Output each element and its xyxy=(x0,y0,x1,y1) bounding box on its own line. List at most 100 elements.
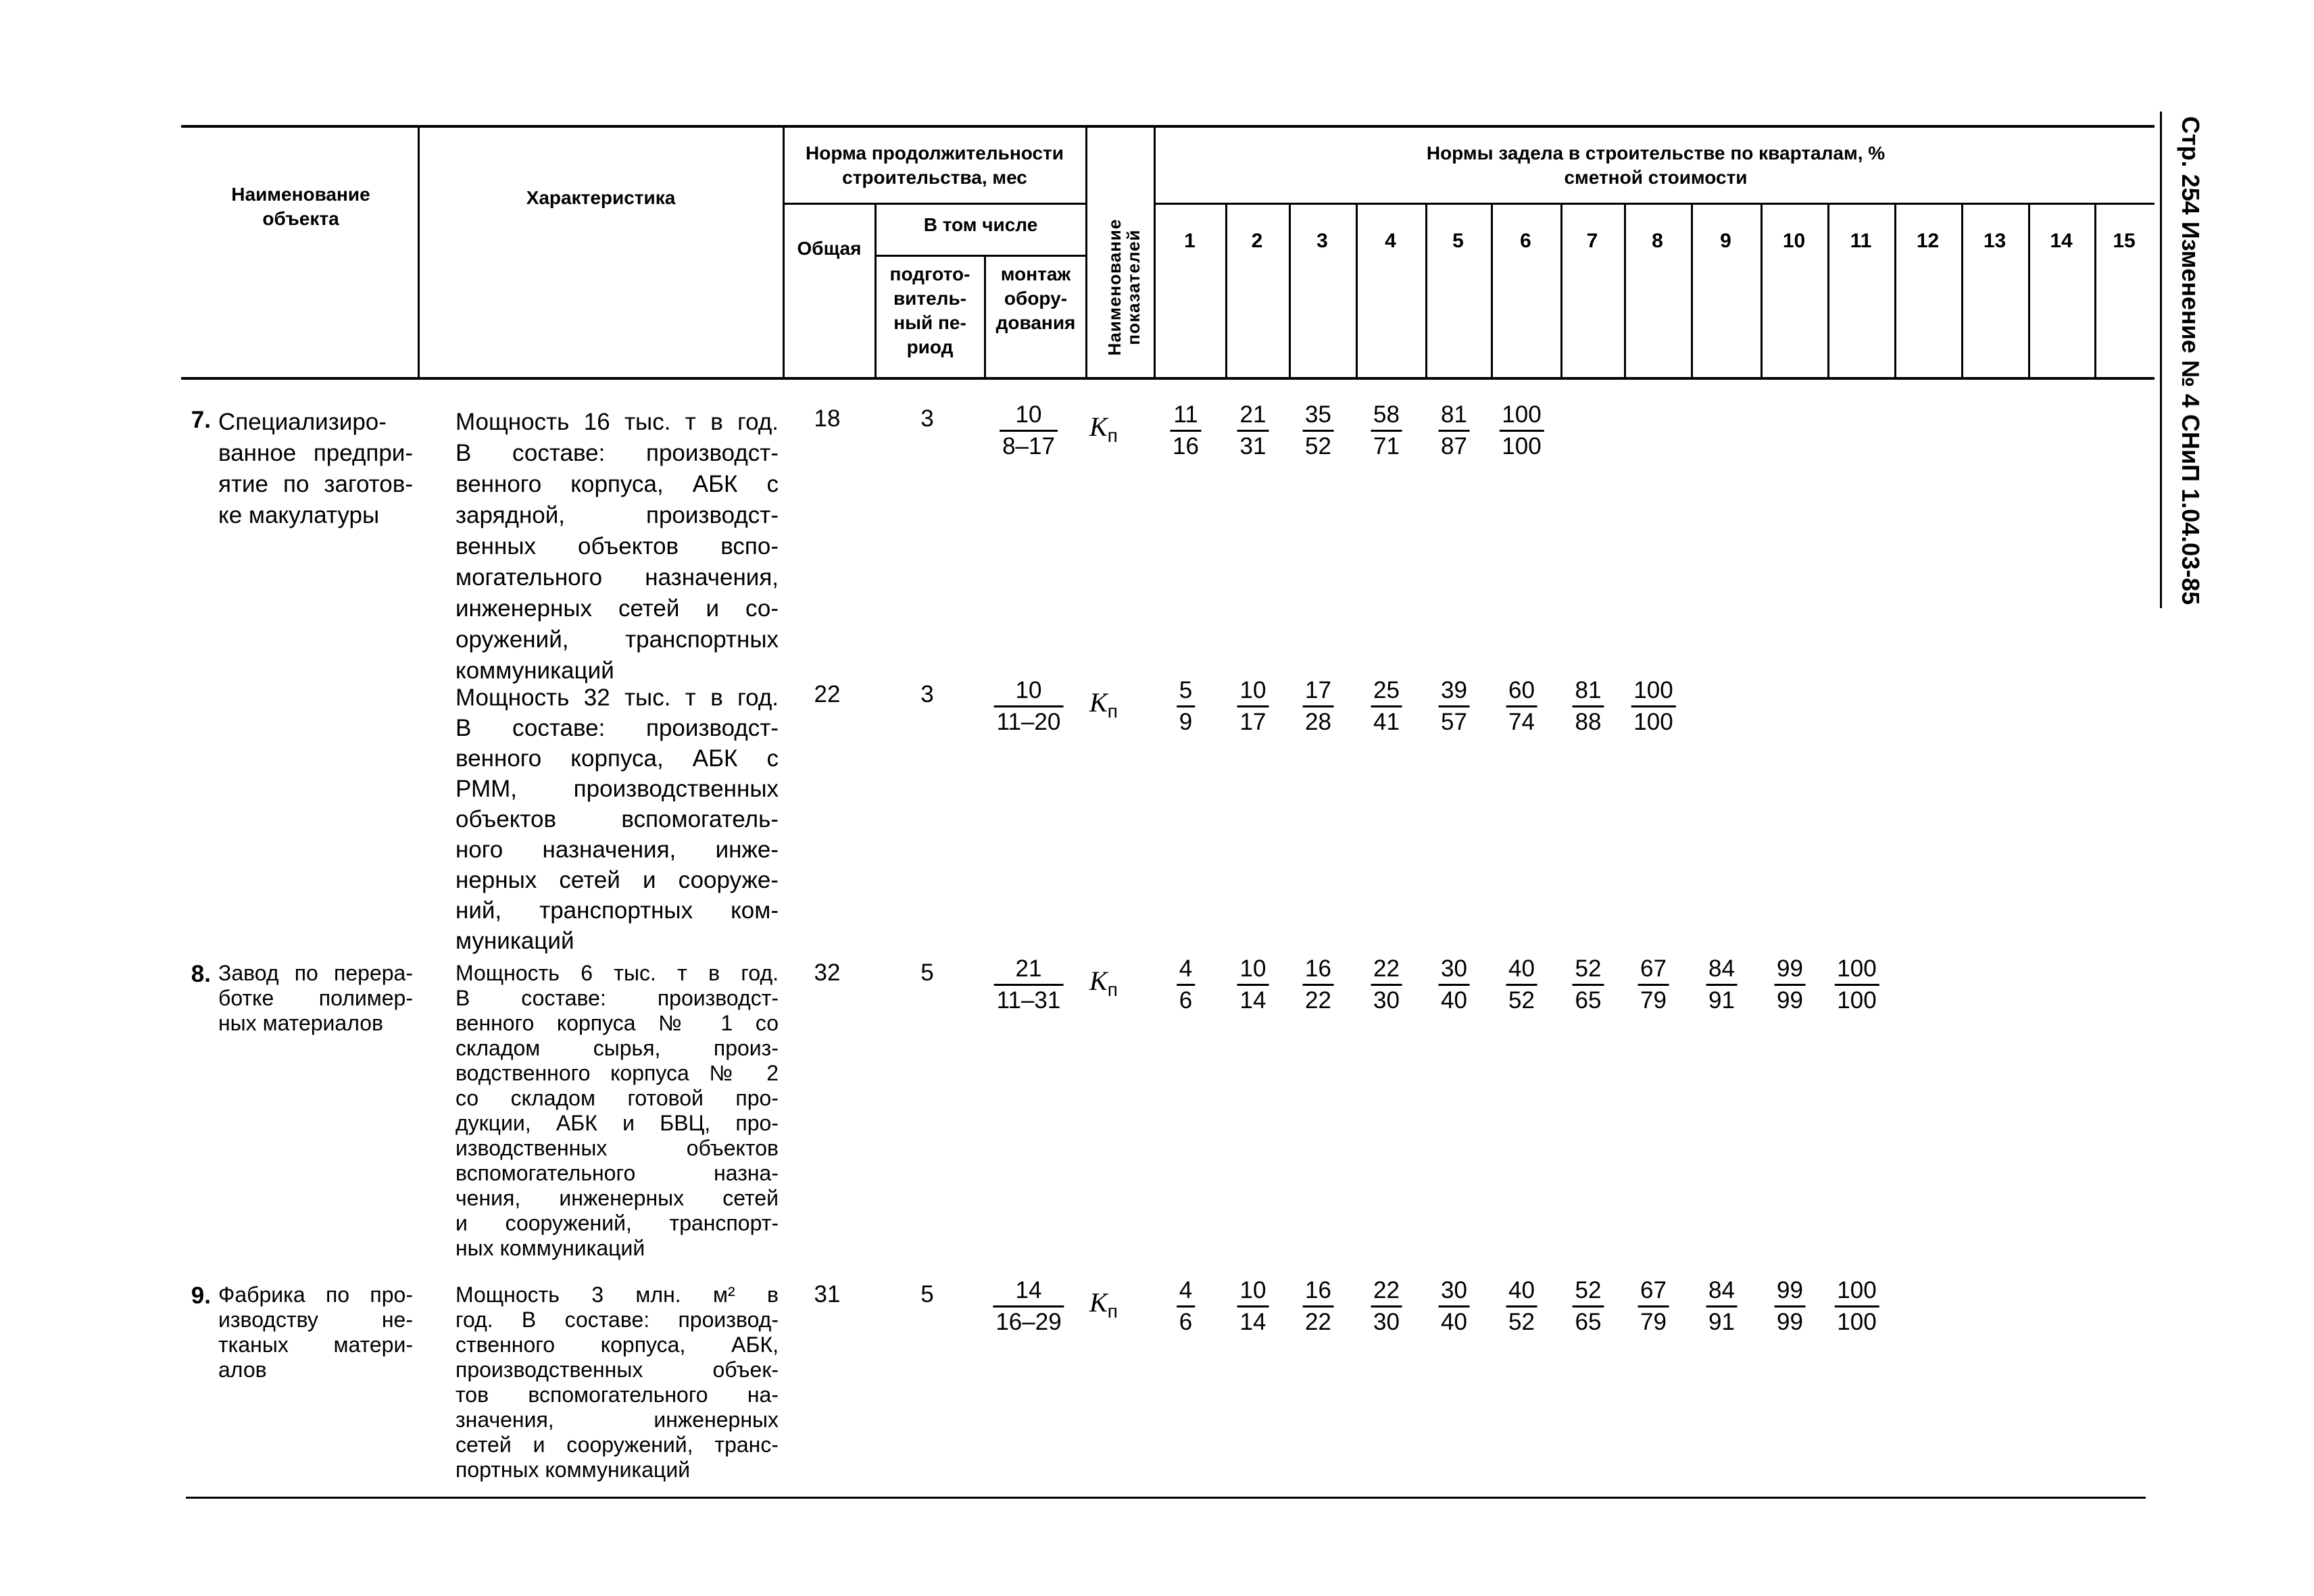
header-total: Общая xyxy=(797,238,862,259)
header-line: риод xyxy=(906,336,954,357)
denominator: 28 xyxy=(1305,709,1331,735)
text-line: чения, инженерных сетей xyxy=(456,1186,779,1210)
header-line: ный пе- xyxy=(893,312,966,333)
mounting-duration-fraction: 10 8–17 xyxy=(1000,400,1058,462)
text-line: венных объектов вспо- xyxy=(456,533,779,559)
divider xyxy=(418,126,420,378)
denominator: 6 xyxy=(1179,987,1193,1014)
text-line: ственного корпуса, АБК, xyxy=(456,1332,779,1357)
divider xyxy=(2028,203,2030,378)
text-line: дукции, АБК и БВЦ, про- xyxy=(456,1111,779,1135)
divider xyxy=(1289,203,1291,378)
numerator: 99 xyxy=(1774,954,1806,986)
total-duration: 22 xyxy=(814,681,841,707)
denominator: 65 xyxy=(1575,987,1602,1014)
quarter-header: 14 xyxy=(2050,230,2073,252)
denominator: 14 xyxy=(1239,987,1266,1014)
prep-period: 5 xyxy=(920,959,934,986)
divider xyxy=(1624,203,1626,378)
numerator: 35 xyxy=(1302,400,1334,432)
denominator: 87 xyxy=(1441,433,1467,459)
text-line: алов xyxy=(218,1357,267,1382)
quarter-fraction: 67 79 xyxy=(1638,954,1669,1016)
indicator-subscript: п xyxy=(1107,701,1118,722)
text-line: Мощность 6 тыс. т в год. xyxy=(456,961,779,985)
text-line: муникаций xyxy=(456,928,574,954)
numerator: 40 xyxy=(1506,954,1537,986)
text-line: и сооружений, транспорт- xyxy=(456,1211,779,1235)
text-line: Завод по перера- xyxy=(218,961,413,985)
object-name: Фабрика по про-изводству не-тканых матер… xyxy=(218,1282,413,1382)
numerator: 100 xyxy=(1834,1276,1879,1307)
table-bottom-rule xyxy=(186,1497,2146,1499)
numerator: 21 xyxy=(1237,400,1269,432)
header-bottom-rule xyxy=(181,377,2155,380)
quarters-subrule xyxy=(1154,203,2155,205)
header-line: подгото- xyxy=(889,264,970,284)
text-line: РММ, производственных xyxy=(456,776,779,802)
header-line: дования xyxy=(995,312,1076,333)
denominator: 11–20 xyxy=(996,709,1061,735)
text-line: В составе: производст- xyxy=(456,715,779,741)
total-duration: 31 xyxy=(814,1281,841,1307)
text-line: В составе: производст- xyxy=(456,440,779,466)
numerator: 21 xyxy=(993,954,1064,986)
indicator-k-p: Kп xyxy=(1089,965,1118,1001)
quarter-fraction: 100 100 xyxy=(1834,1276,1879,1337)
text-line: ятие по заготов- xyxy=(218,471,413,497)
total-duration: 32 xyxy=(814,959,841,986)
numerator: 100 xyxy=(1499,400,1544,432)
quarter-header: 6 xyxy=(1520,230,1531,252)
denominator: 100 xyxy=(1633,709,1673,735)
quarter-fraction: 30 40 xyxy=(1438,954,1470,1016)
text-line: Фабрика по про- xyxy=(218,1282,413,1307)
numerator: 84 xyxy=(1706,1276,1738,1307)
numerator: 30 xyxy=(1438,1276,1470,1307)
denominator: 9 xyxy=(1179,709,1193,735)
numerator: 16 xyxy=(1302,954,1334,986)
text-line: ного назначения, инже- xyxy=(456,837,779,863)
quarter-header: 4 xyxy=(1385,230,1396,252)
text-line: могательного назначения, xyxy=(456,564,779,591)
denominator: 100 xyxy=(1837,1309,1877,1335)
quarter-fraction: 58 71 xyxy=(1371,400,1402,462)
quarter-fraction: 22 30 xyxy=(1371,1276,1402,1337)
row-number: 8. xyxy=(191,961,211,987)
row-number: 9. xyxy=(191,1282,211,1309)
quarter-fraction: 81 87 xyxy=(1438,400,1470,462)
denominator: 16 xyxy=(1173,433,1199,459)
mounting-duration-fraction: 10 11–20 xyxy=(993,676,1064,737)
quarter-header: 10 xyxy=(1782,230,1806,252)
text-line: ботке полимер- xyxy=(218,986,413,1010)
quarter-fraction: 16 22 xyxy=(1302,954,1334,1016)
header-indicator-name: Наименование показателей xyxy=(1104,203,1146,372)
quarter-fraction: 81 88 xyxy=(1572,676,1604,737)
quarter-fraction: 21 31 xyxy=(1237,400,1269,462)
denominator: 41 xyxy=(1373,709,1400,735)
divider xyxy=(2094,203,2096,378)
header-object-name: Наименование объекта xyxy=(231,184,370,229)
text-line: изводству не- xyxy=(218,1307,413,1332)
text-line: производственных объек- xyxy=(456,1357,779,1382)
text-line: ний, транспортных ком- xyxy=(456,897,779,924)
denominator: 22 xyxy=(1305,1309,1331,1335)
quarter-fraction: 25 41 xyxy=(1371,676,1402,737)
numerator: 11 xyxy=(1170,400,1202,432)
indicator-k-p: Kп xyxy=(1089,1287,1118,1322)
indicator-subscript: п xyxy=(1107,979,1118,1000)
numerator: 100 xyxy=(1834,954,1879,986)
indicator-symbol: K xyxy=(1089,412,1108,442)
quarter-fraction: 30 40 xyxy=(1438,1276,1470,1337)
side-title-rule xyxy=(2160,111,2162,608)
text-line: ванное предпри- xyxy=(218,440,413,466)
divider xyxy=(984,255,986,378)
denominator: 91 xyxy=(1708,987,1735,1014)
quarter-header: 2 xyxy=(1251,230,1263,252)
denominator: 31 xyxy=(1239,433,1266,459)
text-line: тканых матери- xyxy=(218,1332,413,1357)
header-line: Наименование xyxy=(1104,218,1125,356)
quarter-fraction: 22 30 xyxy=(1371,954,1402,1016)
text-line: портных коммуникаций xyxy=(456,1457,691,1482)
text-line: венного корпуса, АБК с xyxy=(456,745,779,772)
